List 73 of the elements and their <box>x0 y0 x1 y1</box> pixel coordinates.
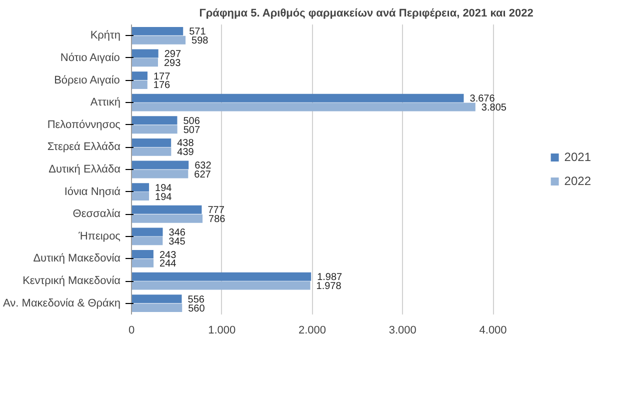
data-label: 176 <box>153 80 171 92</box>
bar <box>132 36 186 44</box>
x-tick-label: 2.000 <box>298 324 326 336</box>
data-label: 194 <box>155 182 172 194</box>
x-tick-label: 0 <box>128 324 135 336</box>
bar <box>132 26 184 36</box>
bar <box>132 49 158 58</box>
bar <box>132 281 310 290</box>
y-tick-label: Ήπειρος <box>78 230 121 242</box>
bar <box>132 228 163 236</box>
data-label: 632 <box>194 160 212 172</box>
data-label: 556 <box>188 294 205 306</box>
x-tick-label: 4.000 <box>479 324 507 336</box>
y-tick-label: Αττική <box>90 96 121 109</box>
data-label: 627 <box>194 169 212 180</box>
data-label: 598 <box>192 36 209 47</box>
y-tick-label: Βόρειο Αιγαίο <box>54 74 120 86</box>
bar <box>132 272 312 281</box>
data-label: 244 <box>160 258 177 270</box>
bar <box>132 304 182 312</box>
y-tick-label: Δυτική Ελλάδα <box>48 164 122 176</box>
y-tick-label: Αν. Μακεδονία & Θράκη <box>3 297 121 310</box>
data-label: 507 <box>183 124 200 136</box>
data-label: 560 <box>188 303 206 314</box>
data-label: 439 <box>177 147 194 158</box>
bar <box>132 116 178 125</box>
data-label: 177 <box>154 71 171 82</box>
data-label: 571 <box>189 26 206 38</box>
bar <box>132 250 154 259</box>
bar <box>132 192 150 201</box>
bar <box>132 236 163 246</box>
bar <box>132 80 148 89</box>
bar <box>132 72 148 80</box>
y-tick-label: Στερεά Ελλάδα <box>47 141 122 154</box>
data-label: 3.805 <box>481 102 507 114</box>
legend-label: 2022 <box>564 174 591 188</box>
data-label: 3.676 <box>470 94 496 105</box>
bar <box>132 214 203 223</box>
data-label: 297 <box>164 49 182 60</box>
bar <box>132 258 154 268</box>
bar <box>132 147 172 156</box>
bar <box>132 58 158 67</box>
bar <box>132 160 189 170</box>
bar <box>132 183 150 192</box>
bar <box>132 294 182 304</box>
data-label: 345 <box>168 236 186 248</box>
x-tick-label: 3.000 <box>388 324 416 336</box>
y-tick-label: Κρήτη <box>90 30 121 42</box>
data-label: 293 <box>164 58 182 69</box>
bar <box>132 94 464 102</box>
bar <box>132 102 476 112</box>
chart-title: Γράφημα 5. Αριθμός φαρμακείων ανά Περιφέρεια, 2021 και 2022 <box>199 8 534 20</box>
bar <box>132 170 188 178</box>
data-label: 786 <box>208 214 226 226</box>
x-tick-label: 1.000 <box>208 324 236 336</box>
data-label: 777 <box>208 205 225 216</box>
legend-label: 2021 <box>564 150 591 164</box>
y-tick-label: Θεσσαλία <box>72 208 122 220</box>
y-tick-label: Δυτική Μακεδονία <box>33 252 122 265</box>
y-tick-label: Κεντρική Μακεδονία <box>22 275 122 288</box>
bar <box>132 125 178 134</box>
y-tick-label: Νότιο Αιγαίο <box>60 52 120 64</box>
data-label: 1.987 <box>317 272 343 284</box>
data-label: 346 <box>168 227 186 238</box>
y-tick-label: Πελοπόννησος <box>47 118 121 131</box>
bar <box>132 205 202 214</box>
bar <box>132 138 172 147</box>
data-label: 243 <box>159 250 177 261</box>
y-tick-label: Ιόνια Νησιά <box>64 186 122 198</box>
data-label: 194 <box>155 192 172 203</box>
data-label: 438 <box>177 138 194 150</box>
data-label: 1.978 <box>316 281 342 292</box>
data-label: 506 <box>183 116 200 127</box>
